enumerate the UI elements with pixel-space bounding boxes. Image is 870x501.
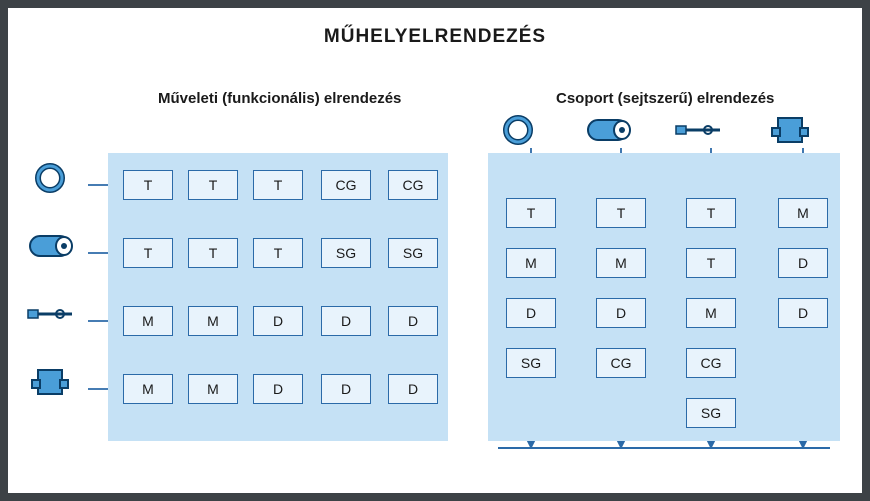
left-box-3-0: M <box>123 374 173 404</box>
left-box-0-0: T <box>123 170 173 200</box>
right-box-3-2: D <box>778 298 828 328</box>
right-box-0-2: D <box>506 298 556 328</box>
left-box-2-3: D <box>321 306 371 336</box>
left-box-3-1: M <box>188 374 238 404</box>
right-box-0-3: SG <box>506 348 556 378</box>
right-box-1-1: M <box>596 248 646 278</box>
left-box-1-2: T <box>253 238 303 268</box>
left-box-2-0: M <box>123 306 173 336</box>
left-box-3-3: D <box>321 374 371 404</box>
right-box-0-1: M <box>506 248 556 278</box>
right-box-2-3: CG <box>686 348 736 378</box>
right-box-0-0: T <box>506 198 556 228</box>
right-box-1-3: CG <box>596 348 646 378</box>
right-box-2-2: M <box>686 298 736 328</box>
right-box-3-1: D <box>778 248 828 278</box>
left-box-0-4: CG <box>388 170 438 200</box>
left-box-2-1: M <box>188 306 238 336</box>
left-box-0-1: T <box>188 170 238 200</box>
left-box-1-4: SG <box>388 238 438 268</box>
left-box-0-2: T <box>253 170 303 200</box>
right-box-1-2: D <box>596 298 646 328</box>
right-box-2-1: T <box>686 248 736 278</box>
left-box-2-2: D <box>253 306 303 336</box>
left-box-3-4: D <box>388 374 438 404</box>
left-box-1-3: SG <box>321 238 371 268</box>
left-box-0-3: CG <box>321 170 371 200</box>
right-box-1-0: T <box>596 198 646 228</box>
right-box-3-0: M <box>778 198 828 228</box>
right-box-2-0: T <box>686 198 736 228</box>
right-panel <box>488 153 840 441</box>
right-box-2-4: SG <box>686 398 736 428</box>
left-box-1-0: T <box>123 238 173 268</box>
left-box-1-1: T <box>188 238 238 268</box>
left-box-3-2: D <box>253 374 303 404</box>
left-box-2-4: D <box>388 306 438 336</box>
